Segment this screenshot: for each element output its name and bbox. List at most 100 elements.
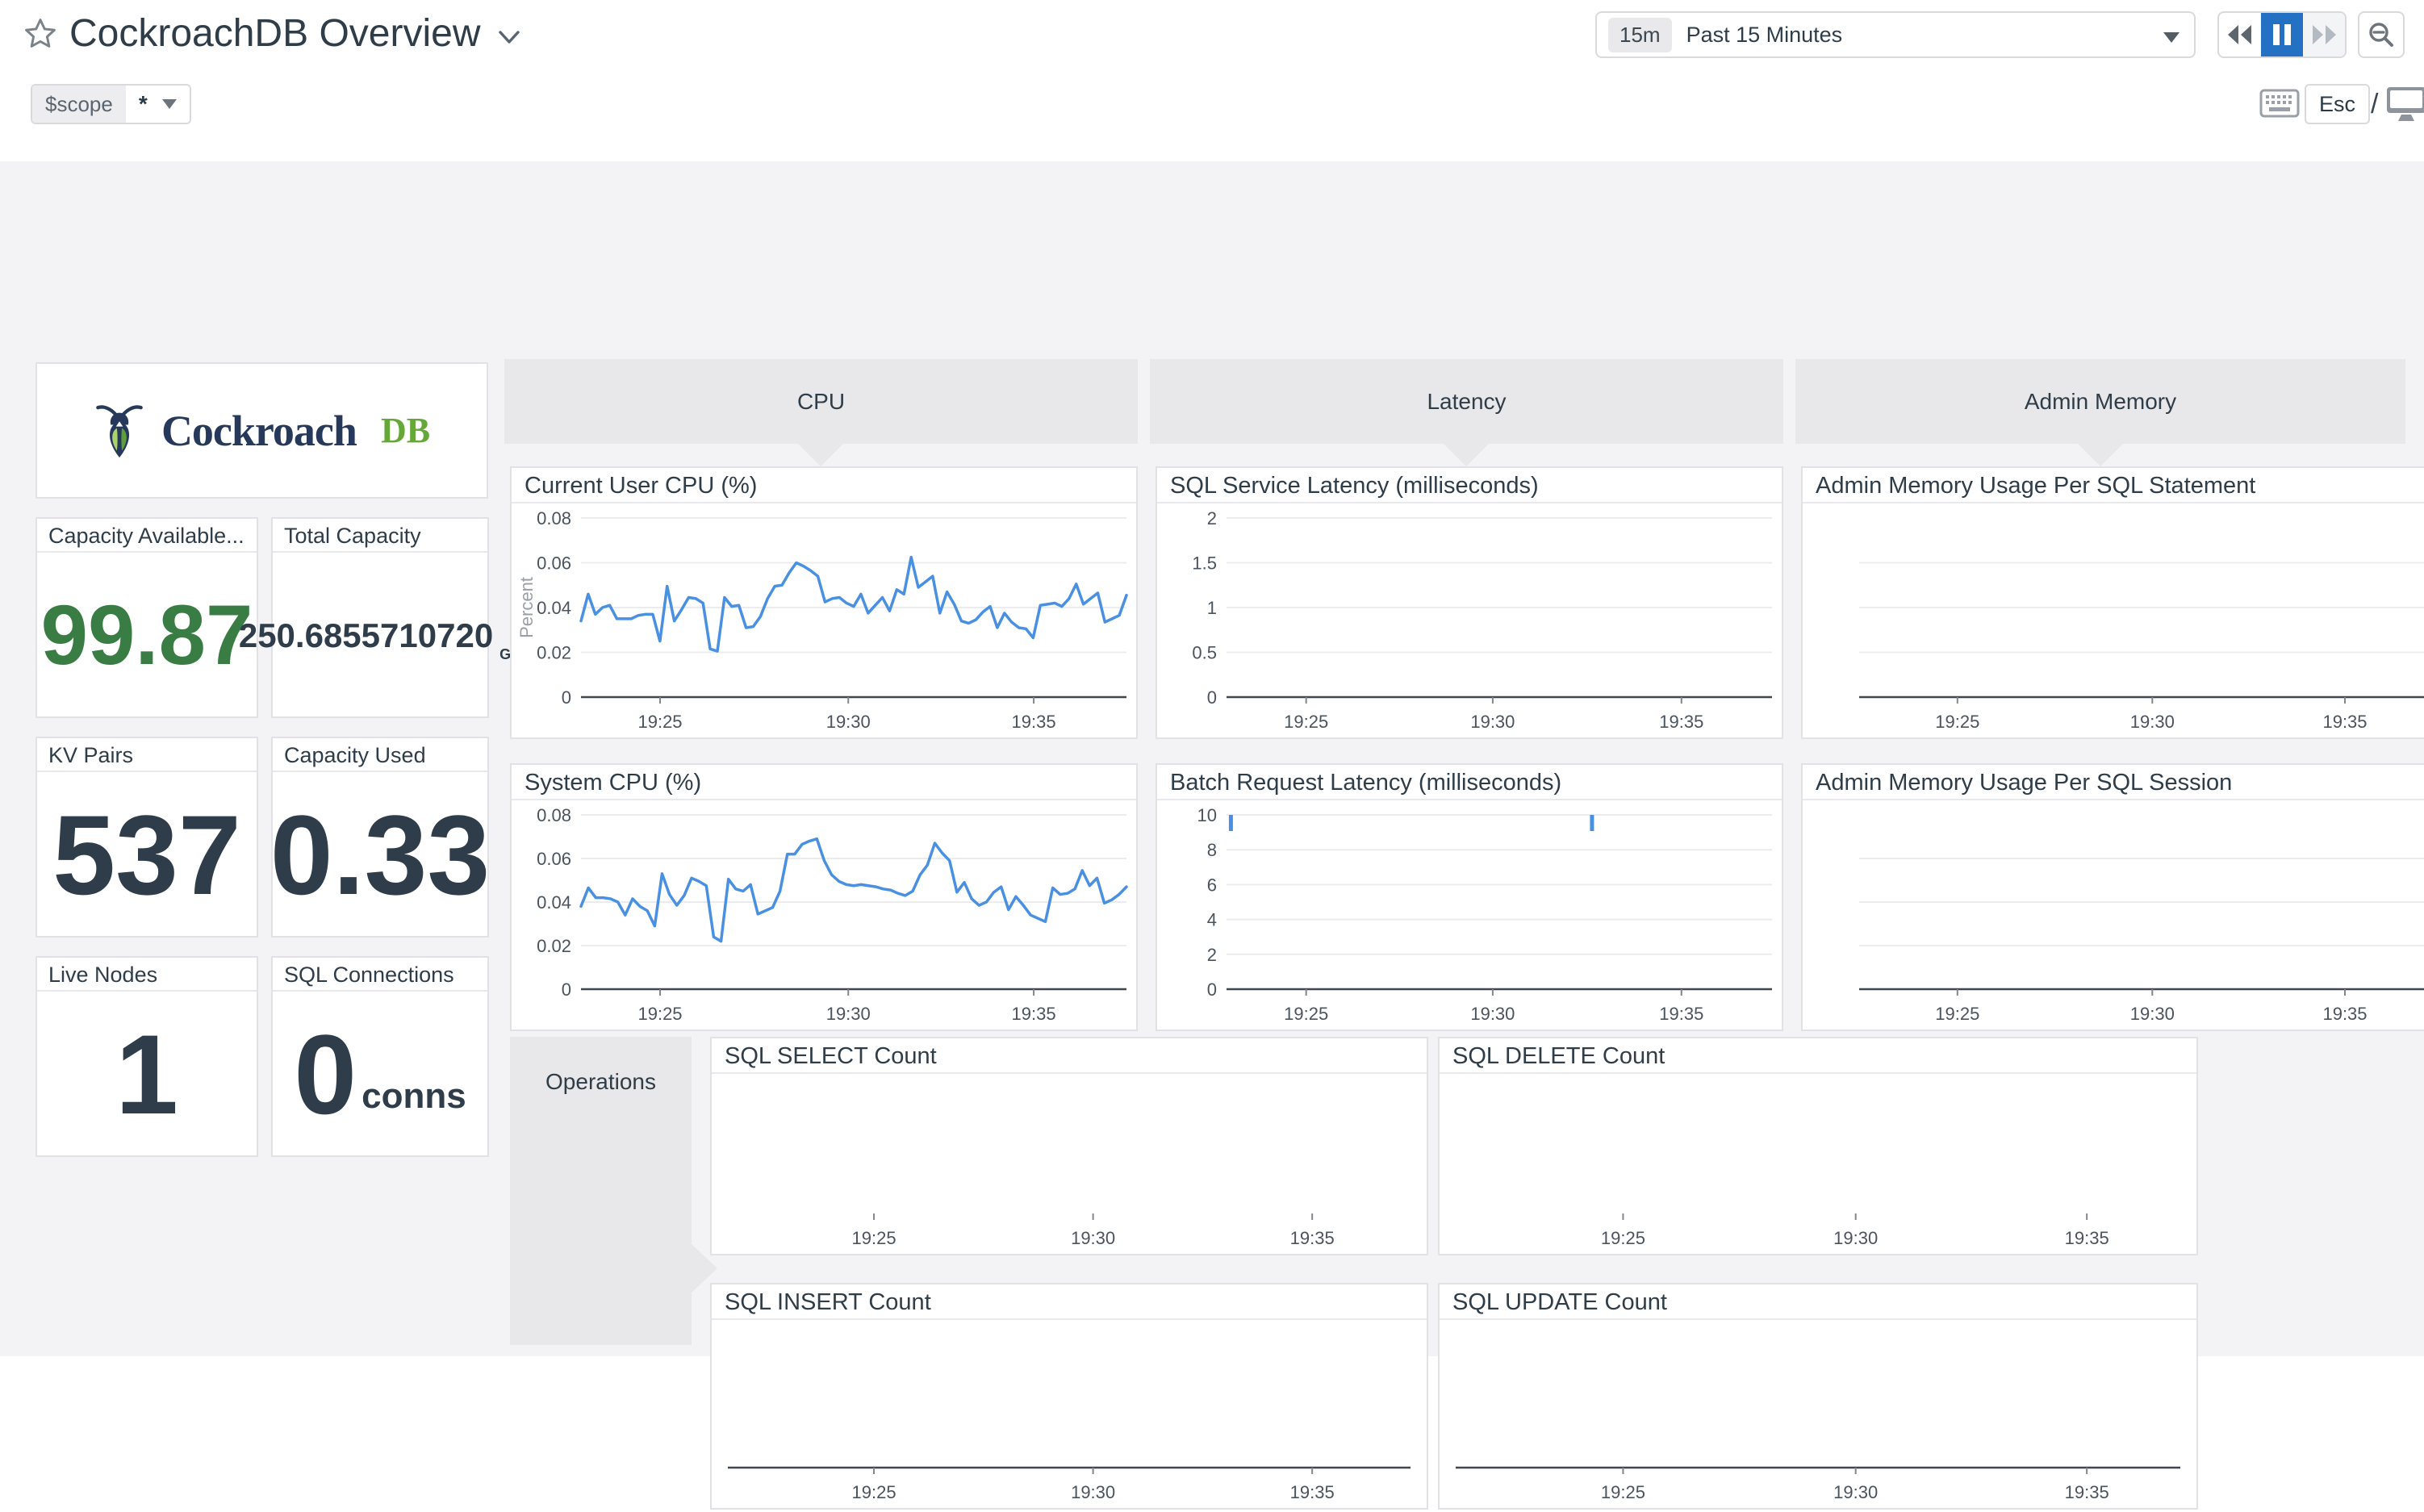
time-range-selector[interactable]: 15m Past 15 Minutes: [1595, 11, 2196, 58]
scope-variable-name: $scope: [32, 86, 126, 123]
time-forward-button[interactable]: [2303, 13, 2345, 56]
chart-sql-update-count[interactable]: 19:25 19:30 19:35: [1440, 1322, 2196, 1508]
svg-text:0.5: 0.5: [1192, 643, 1217, 663]
svg-text:19:30: 19:30: [2130, 712, 2175, 732]
svg-text:19:30: 19:30: [1833, 1228, 1878, 1248]
scope-variable-value[interactable]: *: [125, 86, 190, 123]
cockroachdb-bug-icon: [96, 404, 143, 457]
group-notch: [2078, 444, 2123, 466]
chart-card-sql-delete-count: SQL DELETE Count 19:25 19:30 19:35: [1438, 1037, 2198, 1255]
svg-text:19:25: 19:25: [852, 1228, 896, 1248]
svg-text:0.06: 0.06: [537, 849, 571, 869]
pause-button[interactable]: [2261, 13, 2303, 56]
chart-sql-service-latency[interactable]: 0 0.5 1 1.5 2 19:25 19:30 19:35: [1157, 505, 1782, 737]
chart-system-cpu[interactable]: 0 0.02 0.04 0.06 0.08 19:25 19:30 19:35: [512, 802, 1136, 1030]
chart-sql-insert-count[interactable]: 19:25 19:30 19:35: [712, 1322, 1427, 1508]
stat-card-total-capacity: Total Capacity 250.6855710720GB: [239, 517, 521, 718]
group-title: Latency: [1427, 388, 1507, 414]
keyboard-icon[interactable]: [2259, 89, 2300, 118]
template-variable-scope[interactable]: $scope *: [31, 84, 191, 124]
stat-title: Total Capacity: [273, 519, 487, 553]
stat-card-capacity-available: Capacity Available... 99.87: [36, 517, 258, 718]
svg-text:0.02: 0.02: [537, 936, 571, 956]
chart-card-current-user-cpu: Current User CPU (%) 0 0.02 0.04 0.06 0.08 19…: [510, 466, 1138, 739]
slash-separator: /: [2371, 89, 2379, 119]
pause-icon: [2273, 24, 2291, 45]
svg-text:19:25: 19:25: [1601, 1482, 1645, 1502]
scope-value-text: *: [138, 91, 148, 116]
svg-text:19:30: 19:30: [826, 712, 871, 732]
svg-text:0: 0: [1207, 979, 1217, 1000]
chart-title: Admin Memory Usage Per SQL Statement: [1803, 468, 2424, 503]
chart-title: SQL INSERT Count: [712, 1284, 1427, 1320]
chart-title: SQL SELECT Count: [712, 1038, 1427, 1074]
stat-title: Capacity Used: [273, 738, 487, 772]
svg-text:1.5: 1.5: [1192, 553, 1217, 574]
svg-text:19:30: 19:30: [1071, 1228, 1115, 1248]
svg-text:6: 6: [1207, 875, 1217, 895]
stat-card-kv-pairs: KV Pairs 537: [36, 737, 258, 938]
svg-text:19:30: 19:30: [826, 1004, 871, 1024]
svg-text:0: 0: [562, 979, 571, 1000]
top-bar: CockroachDB Overview 15m Past 15 Minutes: [0, 0, 2424, 161]
chart-card-sql-update-count: SQL UPDATE Count 19:25 19:30 19:35: [1438, 1283, 2198, 1510]
svg-text:0.04: 0.04: [537, 892, 571, 913]
stat-title: Live Nodes: [37, 958, 257, 992]
chart-card-sql-insert-count: SQL INSERT Count 19:25 19:30 19:35: [710, 1283, 1428, 1510]
rewind-icon: [2228, 25, 2251, 44]
group-header-cpu[interactable]: CPU: [504, 359, 1138, 444]
chart-sql-delete-count[interactable]: 19:25 19:30 19:35: [1440, 1076, 2196, 1254]
svg-text:4: 4: [1207, 910, 1217, 930]
chart-title: Admin Memory Usage Per SQL Session: [1803, 765, 2424, 800]
zoom-out-button[interactable]: [2358, 11, 2405, 58]
svg-text:19:30: 19:30: [1470, 712, 1515, 732]
svg-text:19:30: 19:30: [1833, 1482, 1878, 1502]
tv-mode-icon[interactable]: [2385, 86, 2424, 123]
stat-value: 537: [52, 791, 241, 918]
svg-text:19:25: 19:25: [1284, 1004, 1328, 1024]
chart-admin-memory-session[interactable]: 19:25 19:30 19:35: [1803, 802, 2424, 1030]
group-title: Admin Memory: [2024, 388, 2177, 414]
stat-title: SQL Connections: [273, 958, 487, 992]
svg-text:19:30: 19:30: [1071, 1482, 1115, 1502]
group-notch: [1444, 444, 1489, 466]
chart-sql-select-count[interactable]: 19:25 19:30 19:35: [712, 1076, 1427, 1254]
svg-text:0.02: 0.02: [537, 643, 571, 663]
svg-text:2: 2: [1207, 508, 1217, 528]
chart-card-admin-memory-statement: Admin Memory Usage Per SQL Statement 19:…: [1801, 466, 2424, 739]
svg-text:0.08: 0.08: [537, 508, 571, 528]
group-header-latency[interactable]: Latency: [1150, 359, 1783, 444]
stat-title: KV Pairs: [37, 738, 257, 772]
svg-text:19:25: 19:25: [637, 712, 682, 732]
group-title: Operations: [545, 1069, 656, 1094]
chart-card-sql-select-count: SQL SELECT Count 19:25 19:30 19:35: [710, 1037, 1428, 1255]
stat-value: 0 conns: [294, 1010, 466, 1138]
svg-text:19:30: 19:30: [2130, 1004, 2175, 1024]
time-backward-button[interactable]: [2219, 13, 2261, 56]
esc-key-badge: Esc: [2305, 84, 2371, 124]
svg-text:1: 1: [1207, 598, 1217, 618]
svg-text:19:35: 19:35: [1290, 1482, 1335, 1502]
chart-card-admin-memory-session: Admin Memory Usage Per SQL Session 19:25…: [1801, 763, 2424, 1031]
stat-unit: conns: [362, 1076, 466, 1116]
svg-text:19:35: 19:35: [1012, 712, 1056, 732]
svg-text:10: 10: [1197, 805, 1217, 825]
favorite-star-icon[interactable]: [23, 16, 58, 52]
svg-text:0.04: 0.04: [537, 598, 571, 618]
chart-batch-request-latency[interactable]: 0 2 4 6 8 10 19:25 19:30 19:35: [1157, 802, 1782, 1030]
group-notch: [798, 444, 843, 466]
page-title: CockroachDB Overview: [69, 12, 481, 55]
svg-text:0: 0: [562, 687, 571, 708]
chart-title: SQL DELETE Count: [1440, 1038, 2196, 1074]
stat-card-sql-connections: SQL Connections 0 conns: [271, 956, 489, 1157]
stat-card-capacity-used: Capacity Used 0.33: [270, 737, 490, 938]
chart-current-user-cpu[interactable]: 0 0.02 0.04 0.06 0.08 19:25 19:30 19:35 Percent: [512, 505, 1136, 737]
svg-text:19:35: 19:35: [2322, 712, 2367, 732]
svg-text:0.06: 0.06: [537, 553, 571, 574]
group-header-admin-memory[interactable]: Admin Memory: [1795, 359, 2405, 444]
fast-forward-icon: [2313, 25, 2336, 44]
chart-admin-memory-statement[interactable]: 19:25 19:30 19:35: [1803, 505, 2424, 737]
group-header-operations[interactable]: Operations: [510, 1037, 692, 1345]
svg-text:19:25: 19:25: [1935, 1004, 1979, 1024]
title-chevron-down-icon[interactable]: [495, 27, 523, 47]
